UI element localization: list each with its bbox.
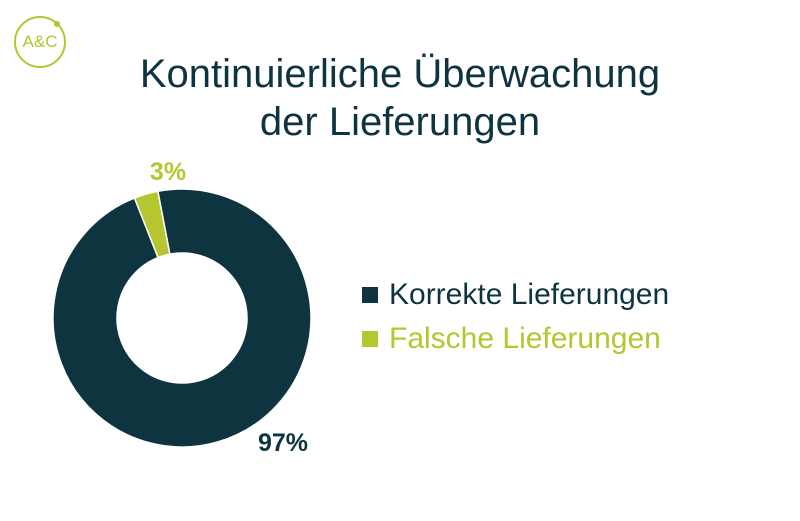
- logo-text: A&C: [22, 32, 58, 51]
- legend-item-korrekte: Korrekte Lieferungen: [362, 273, 669, 317]
- data-label-falsche: 3%: [150, 158, 186, 186]
- chart-title: Kontinuierliche Überwachung der Lieferun…: [0, 50, 800, 146]
- company-logo: A&C: [14, 16, 66, 68]
- legend-label-falsche: Falsche Lieferungen: [389, 322, 661, 355]
- legend-swatch-falsche: [362, 331, 378, 347]
- legend-label-korrekte: Korrekte Lieferungen: [389, 278, 670, 311]
- chart-title-line-1: Kontinuierliche Überwachung: [139, 52, 661, 96]
- legend-item-falsche: Falsche Lieferungen: [362, 317, 669, 361]
- legend-swatch-korrekte: [362, 287, 378, 303]
- donut-slice-korrekte: [52, 188, 312, 448]
- data-label-korrekte: 97%: [258, 429, 308, 457]
- chart-title-line-2: der Lieferungen: [259, 100, 541, 144]
- logo-dot: [54, 21, 60, 27]
- donut-slice-falsche: [133, 190, 171, 259]
- chart-legend: Korrekte Lieferungen Falsche Lieferungen: [362, 273, 669, 361]
